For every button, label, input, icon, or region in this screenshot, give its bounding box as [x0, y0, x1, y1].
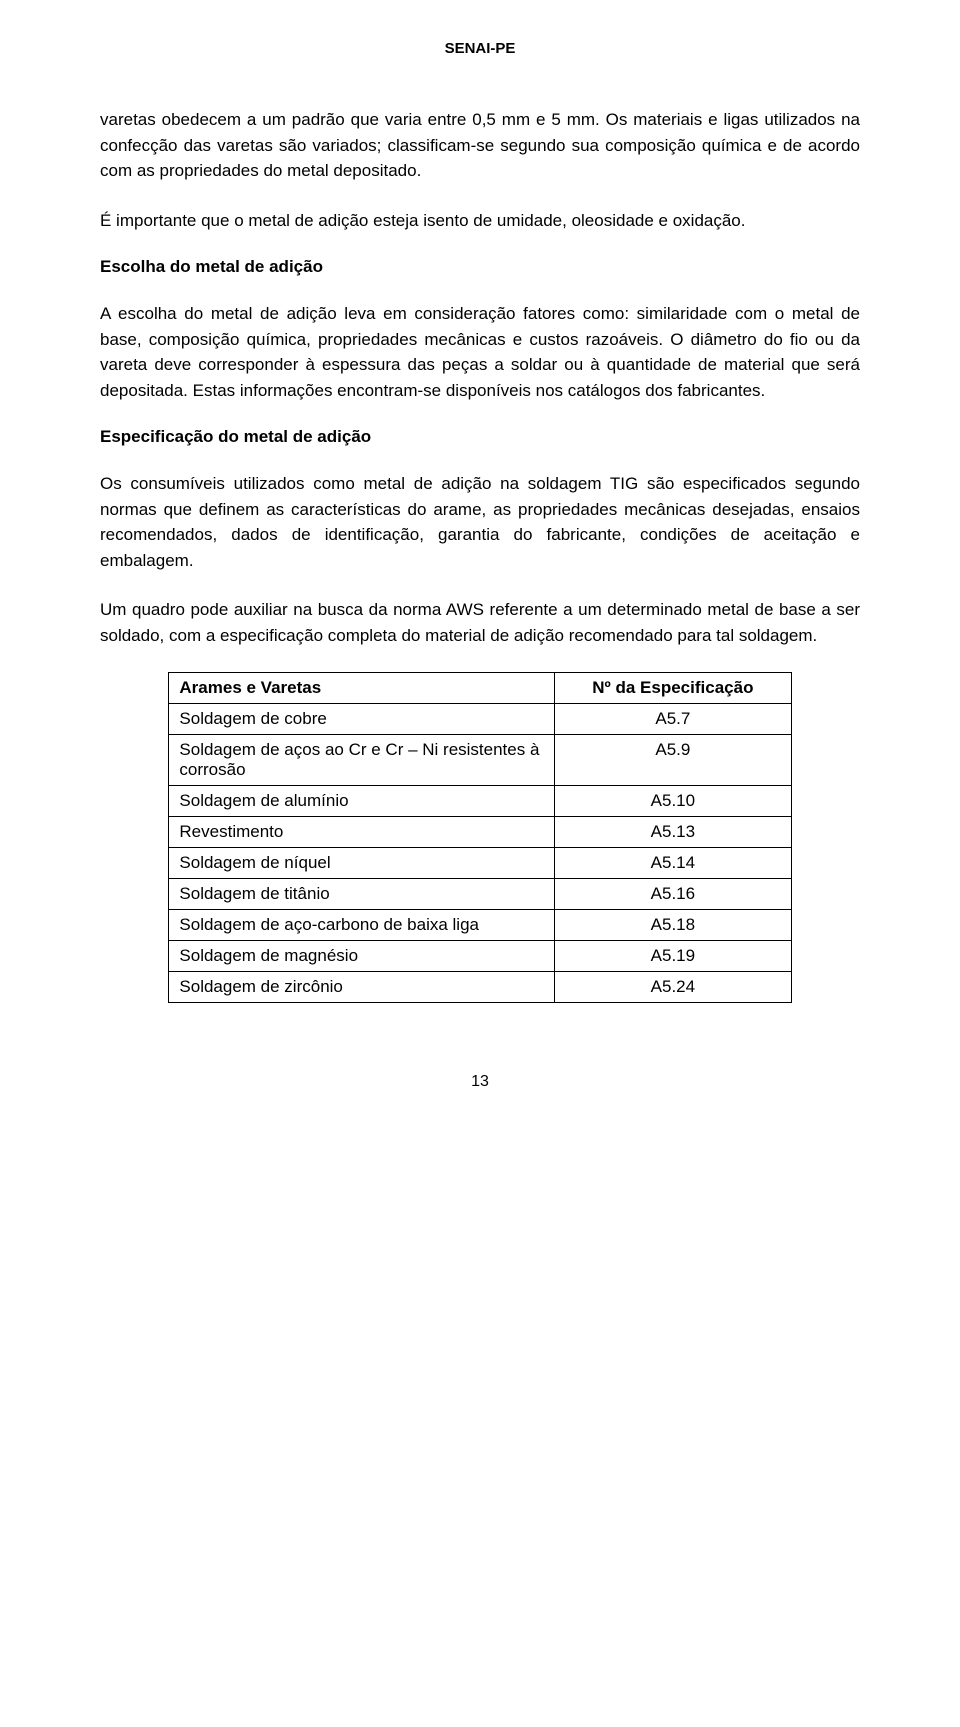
body-paragraph: varetas obedecem a um padrão que varia e…: [100, 107, 860, 184]
table-row: Soldagem de níquel A5.14: [169, 848, 791, 879]
table-cell: A5.14: [555, 848, 791, 879]
table-cell: Soldagem de magnésio: [169, 941, 555, 972]
section-heading: Escolha do metal de adição: [100, 257, 860, 277]
table-cell: Soldagem de aço-carbono de baixa liga: [169, 910, 555, 941]
page-number: 13: [100, 1073, 860, 1091]
table-cell: A5.9: [555, 735, 791, 786]
specification-table: Arames e Varetas Nº da Especificação Sol…: [168, 672, 791, 1003]
document-header: SENAI-PE: [100, 40, 860, 57]
table-cell: Revestimento: [169, 817, 555, 848]
table-cell: A5.18: [555, 910, 791, 941]
table-row: Soldagem de aço-carbono de baixa liga A5…: [169, 910, 791, 941]
table-header-cell: Arames e Varetas: [169, 673, 555, 704]
table-cell: Soldagem de zircônio: [169, 972, 555, 1003]
table-cell: Soldagem de níquel: [169, 848, 555, 879]
section-heading: Especificação do metal de adição: [100, 427, 860, 447]
document-page: SENAI-PE varetas obedecem a um padrão qu…: [0, 0, 960, 1151]
table-row: Soldagem de aços ao Cr e Cr – Ni resiste…: [169, 735, 791, 786]
table-row: Soldagem de magnésio A5.19: [169, 941, 791, 972]
table-cell: A5.19: [555, 941, 791, 972]
body-paragraph: É importante que o metal de adição estej…: [100, 208, 860, 234]
body-paragraph: Os consumíveis utilizados como metal de …: [100, 471, 860, 573]
table-row: Revestimento A5.13: [169, 817, 791, 848]
table-cell: Soldagem de cobre: [169, 704, 555, 735]
table-header-row: Arames e Varetas Nº da Especificação: [169, 673, 791, 704]
table-row: Soldagem de alumínio A5.10: [169, 786, 791, 817]
table-header-cell: Nº da Especificação: [555, 673, 791, 704]
table-cell: A5.10: [555, 786, 791, 817]
table-row: Soldagem de titânio A5.16: [169, 879, 791, 910]
table-row: Soldagem de zircônio A5.24: [169, 972, 791, 1003]
table-cell: Soldagem de titânio: [169, 879, 555, 910]
table-cell: A5.7: [555, 704, 791, 735]
table-cell: A5.16: [555, 879, 791, 910]
table-cell: Soldagem de aços ao Cr e Cr – Ni resiste…: [169, 735, 555, 786]
table-cell: A5.13: [555, 817, 791, 848]
body-paragraph: Um quadro pode auxiliar na busca da norm…: [100, 597, 860, 648]
body-paragraph: A escolha do metal de adição leva em con…: [100, 301, 860, 403]
table-row: Soldagem de cobre A5.7: [169, 704, 791, 735]
table-cell: Soldagem de alumínio: [169, 786, 555, 817]
table-cell: A5.24: [555, 972, 791, 1003]
